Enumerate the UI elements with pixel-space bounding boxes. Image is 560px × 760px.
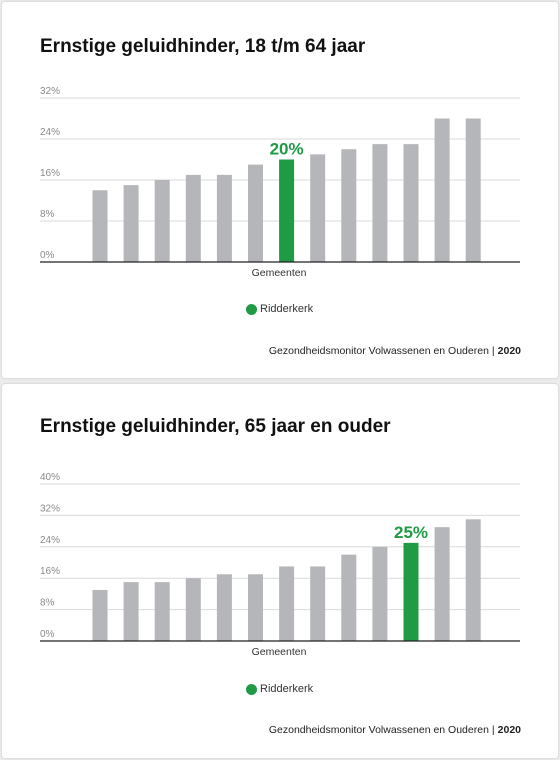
bar <box>465 519 481 641</box>
y-tick-label: 24% <box>40 535 60 546</box>
highlight-value-label: 25% <box>394 523 428 542</box>
bar <box>216 574 232 641</box>
bar <box>216 174 232 262</box>
bar <box>154 582 170 641</box>
bar <box>185 578 201 641</box>
bar <box>341 554 357 641</box>
legend: Ridderkerk <box>246 303 313 315</box>
bar <box>403 144 419 262</box>
bar <box>434 118 450 262</box>
source-text: Gezondheidsmonitor Volwassenen en Oudere… <box>268 345 489 357</box>
legend-label: Ridderkerk <box>260 683 314 695</box>
x-axis-label: Gemeenten <box>252 646 307 658</box>
legend-label: Ridderkerk <box>260 303 314 315</box>
highlight-value-label: 20% <box>270 140 304 159</box>
bar-highlight-ridderkerk <box>279 159 295 262</box>
chart-card-65-plus: Ernstige geluidhinder, 65 jaar en ouder … <box>2 384 558 758</box>
source-year: 2020 <box>497 724 521 736</box>
bar-chart-65-plus: 0% 8% 16% 24% 32% 40% 25% Gemeenten <box>40 472 520 658</box>
bar <box>185 174 201 262</box>
bar-chart-18-64: 0% 8% 16% 24% 32% 20% Gemeenten <box>40 86 520 279</box>
bar <box>248 574 263 641</box>
source-credit: Gezondheidsmonitor Volwassenen en Oudere… <box>269 724 521 736</box>
x-axis-label: Gemeenten <box>252 267 307 279</box>
source-credit: Gezondheidsmonitor Volwassenen en Oudere… <box>269 345 521 357</box>
legend: Ridderkerk <box>246 683 313 695</box>
y-tick-label: 16% <box>40 566 60 577</box>
bar <box>465 118 481 262</box>
y-tick-label: 8% <box>40 209 55 220</box>
y-tick-label: 0% <box>40 250 55 261</box>
bar <box>372 546 388 641</box>
source-year: 2020 <box>497 345 521 357</box>
bar <box>434 527 450 641</box>
bar <box>154 180 170 262</box>
y-tick-label: 16% <box>40 168 60 179</box>
source-separator: | <box>491 345 495 357</box>
chart-title: Ernstige geluidhinder, 18 t/m 64 jaar <box>40 36 366 57</box>
bar <box>341 149 357 262</box>
bar <box>372 144 388 262</box>
legend-dot-icon <box>246 303 257 315</box>
source-separator: | <box>491 724 495 736</box>
bar-highlight-ridderkerk <box>403 542 419 641</box>
source-text: Gezondheidsmonitor Volwassenen en Oudere… <box>268 724 489 736</box>
y-tick-label: 32% <box>40 503 60 514</box>
bar <box>92 190 108 262</box>
y-tick-label: 0% <box>40 629 55 640</box>
bar <box>310 566 326 641</box>
bar <box>92 589 108 641</box>
bar <box>279 566 295 641</box>
bar <box>123 582 139 641</box>
bar <box>248 164 263 262</box>
chart-card-18-64: Ernstige geluidhinder, 18 t/m 64 jaar 0%… <box>2 2 558 378</box>
chart-title: Ernstige geluidhinder, 65 jaar en ouder <box>40 416 391 437</box>
legend-dot-icon <box>246 683 257 695</box>
y-tick-label: 32% <box>40 86 60 97</box>
y-tick-label: 24% <box>40 127 60 138</box>
y-tick-label: 40% <box>40 472 60 483</box>
y-tick-label: 8% <box>40 598 55 609</box>
bar <box>123 185 139 262</box>
bar <box>310 154 326 262</box>
